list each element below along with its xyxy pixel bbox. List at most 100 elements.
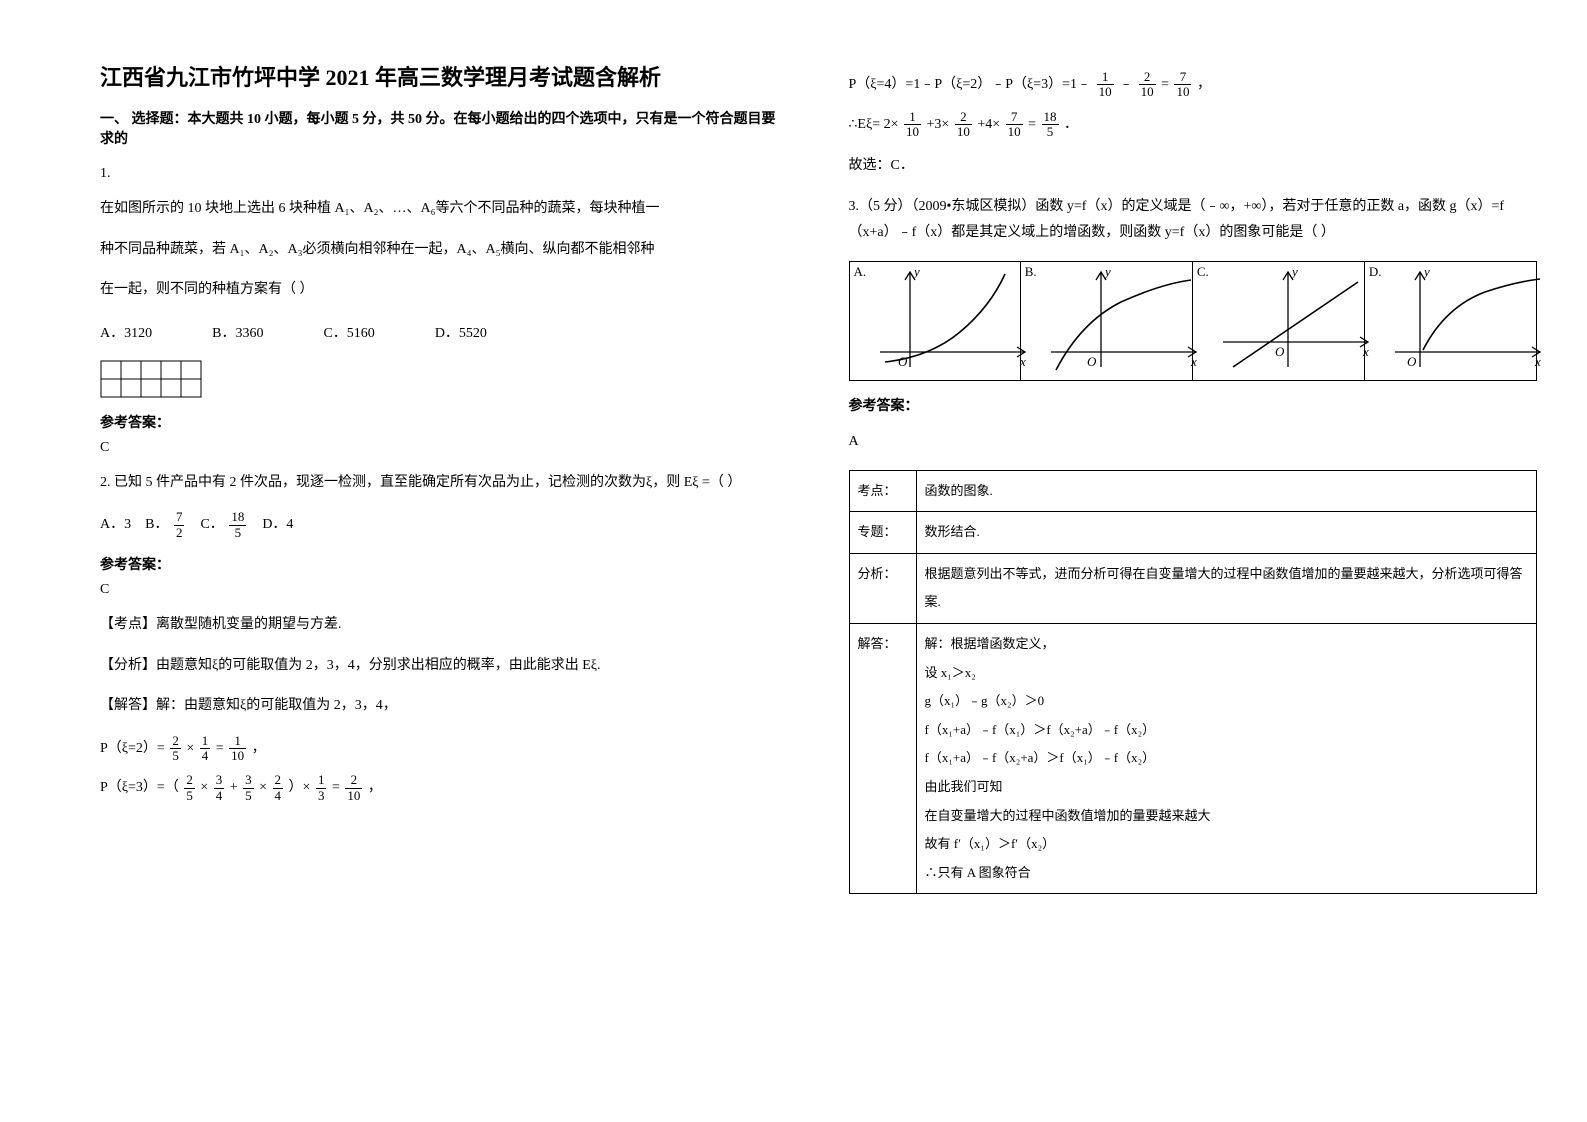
graph-a-svg: y x O bbox=[850, 262, 1048, 380]
graph-b: B. y x O bbox=[1021, 261, 1193, 381]
grid-icon bbox=[100, 360, 202, 398]
frac-den: 10 bbox=[1139, 85, 1156, 99]
q1-options: A．3120 B．3360 C．5160 D．5520 bbox=[100, 322, 789, 342]
op: × bbox=[200, 780, 208, 795]
frac-num: 2 bbox=[345, 773, 362, 788]
frac: 110 bbox=[904, 110, 921, 140]
frac: 25 bbox=[170, 734, 181, 764]
end: ， bbox=[368, 780, 382, 795]
graph-c: C. y x O bbox=[1193, 261, 1365, 381]
frac-num: 2 bbox=[273, 773, 284, 788]
frac-num: 1 bbox=[316, 773, 327, 788]
t: +4× bbox=[977, 117, 1000, 132]
frac-den: 4 bbox=[200, 749, 211, 763]
frac-den: 4 bbox=[273, 789, 284, 803]
svg-text:y: y bbox=[1103, 264, 1111, 279]
q3-answer-label: 参考答案： bbox=[849, 395, 1538, 415]
left-column: 江西省九江市竹坪中学 2021 年高三数学理月考试题含解析 一、 选择题：本大题… bbox=[100, 60, 789, 894]
svg-text:x: x bbox=[1534, 354, 1541, 369]
q2-answer: C bbox=[100, 582, 789, 598]
frac: 14 bbox=[200, 734, 211, 764]
q1-line1: 在如图所示的 10 块地上选出 6 块种植 A₁、A₂、…、A₆等六个不同品种的… bbox=[100, 196, 789, 223]
graph-a: A. y x O bbox=[849, 261, 1021, 381]
svg-text:y: y bbox=[1290, 264, 1298, 279]
q1-option-a: A．3120 bbox=[100, 322, 152, 342]
frac-num: 2 bbox=[170, 734, 181, 749]
solve-line: g（x₁）﹣g（x₂）＞0 bbox=[925, 687, 1529, 716]
q1-option-d: D．5520 bbox=[435, 322, 487, 342]
frac-den: 5 bbox=[184, 789, 195, 803]
frac-den: 2 bbox=[174, 526, 185, 540]
frac-num: 3 bbox=[214, 773, 225, 788]
frac-den: 10 bbox=[1174, 85, 1191, 99]
q1-line2: 种不同品种蔬菜，若 A₁、A₂、A₃必须横向相邻种在一起，A₄、A₅横向、纵向都… bbox=[100, 237, 789, 264]
svg-text:y: y bbox=[912, 264, 920, 279]
frac-den: 5 bbox=[229, 526, 246, 540]
frac-num: 18 bbox=[1042, 110, 1059, 125]
row-value: 解：根据增函数定义， 设 x₁＞x₂ g（x₁）﹣g（x₂）＞0 f（x₁+a）… bbox=[916, 623, 1537, 893]
frac: 110 bbox=[229, 734, 246, 764]
fenxi-text: 由题意知ξ的可能取值为 2，3，4，分别求出相应的概率，由此能求出 Eξ. bbox=[156, 658, 601, 673]
solve-line: f（x₁+a）﹣f（x₁）＞f（x₂+a）﹣f（x₂） bbox=[925, 716, 1529, 745]
table-row: 考点： 函数的图象. bbox=[849, 470, 1537, 512]
q2-option-d: D．4 bbox=[262, 517, 293, 532]
solve-line: 由此我们可知 bbox=[925, 773, 1529, 802]
fenxi-label: 【分析】 bbox=[100, 658, 156, 673]
frac: 210 bbox=[955, 110, 972, 140]
svg-text:y: y bbox=[1422, 264, 1430, 279]
frac-num: 1 bbox=[200, 734, 211, 749]
frac: 34 bbox=[214, 773, 225, 803]
svg-text:O: O bbox=[1087, 354, 1097, 369]
frac-num: 7 bbox=[174, 510, 185, 525]
p4-formula: P（ξ=4）=1﹣P（ξ=2）﹣P（ξ=3）=1﹣ 110 ﹣ 210 = 71… bbox=[849, 70, 1538, 100]
row-value: 函数的图象. bbox=[916, 470, 1537, 512]
svg-text:O: O bbox=[898, 354, 908, 369]
graph-c-svg: y x O bbox=[1193, 262, 1391, 380]
frac: 24 bbox=[273, 773, 284, 803]
t: 2× bbox=[884, 117, 899, 132]
p3-pre: P（ξ=3）=（ bbox=[100, 780, 179, 795]
frac-den: 10 bbox=[955, 125, 972, 139]
frac: 35 bbox=[243, 773, 254, 803]
table-row: 专题： 数形结合. bbox=[849, 512, 1537, 554]
frac-num: 1 bbox=[904, 110, 921, 125]
analysis-table: 考点： 函数的图象. 专题： 数形结合. 分析： 根据题意列出不等式，进而分析可… bbox=[849, 470, 1538, 895]
solve-line: 在自变量增大的过程中函数值增加的量要越来越大 bbox=[925, 802, 1529, 831]
q2-option-c-frac: 18 5 bbox=[229, 510, 246, 540]
op: × bbox=[259, 780, 267, 795]
row-label: 专题： bbox=[849, 512, 916, 554]
frac-den: 4 bbox=[214, 789, 225, 803]
frac-den: 10 bbox=[1097, 85, 1114, 99]
row-value: 根据题意列出不等式，进而分析可得在自变量增大的过程中函数值增加的量要越来越大，分… bbox=[916, 553, 1537, 623]
op: ﹣ bbox=[1119, 77, 1133, 92]
q2-option-b-frac: 7 2 bbox=[174, 510, 185, 540]
op: = bbox=[1028, 117, 1036, 132]
q2-stem: 2. 已知 5 件产品中有 2 件次品，现逐一检测，直至能确定所有次品为止，记检… bbox=[100, 470, 789, 497]
q1-grid bbox=[100, 360, 789, 398]
graph-d-svg: y x O bbox=[1365, 262, 1563, 380]
kaodian-text: 离散型随机变量的期望与方差. bbox=[156, 617, 342, 632]
q1-line3: 在一起，则不同的种植方案有（ ） bbox=[100, 277, 789, 304]
solve-line: 故有 f′（x₁）＞f′（x₂） bbox=[925, 830, 1529, 859]
row-label: 考点： bbox=[849, 470, 916, 512]
row-value: 数形结合. bbox=[916, 512, 1537, 554]
frac-den: 3 bbox=[316, 789, 327, 803]
frac-num: 2 bbox=[1139, 70, 1156, 85]
frac-num: 3 bbox=[243, 773, 254, 788]
t: +3× bbox=[927, 117, 950, 132]
svg-text:O: O bbox=[1275, 344, 1285, 359]
frac-num: 1 bbox=[1097, 70, 1114, 85]
frac-num: 2 bbox=[184, 773, 195, 788]
table-row: 分析： 根据题意列出不等式，进而分析可得在自变量增大的过程中函数值增加的量要越来… bbox=[849, 553, 1537, 623]
end: ． bbox=[1064, 117, 1078, 132]
op: = bbox=[216, 741, 224, 756]
q2-jieda: 【解答】解：由题意知ξ的可能取值为 2，3，4， bbox=[100, 693, 789, 720]
q3-stem: 3.（5 分）（2009•东城区模拟）函数 y=f（x）的定义域是（﹣∞，+∞）… bbox=[849, 194, 1538, 247]
op: × bbox=[186, 741, 194, 756]
q3-answer: A bbox=[849, 429, 1538, 456]
q2-option-a: A．3 bbox=[100, 517, 131, 532]
frac: 25 bbox=[184, 773, 195, 803]
op: ）× bbox=[289, 780, 311, 795]
op: + bbox=[230, 780, 238, 795]
frac-den: 10 bbox=[229, 749, 246, 763]
